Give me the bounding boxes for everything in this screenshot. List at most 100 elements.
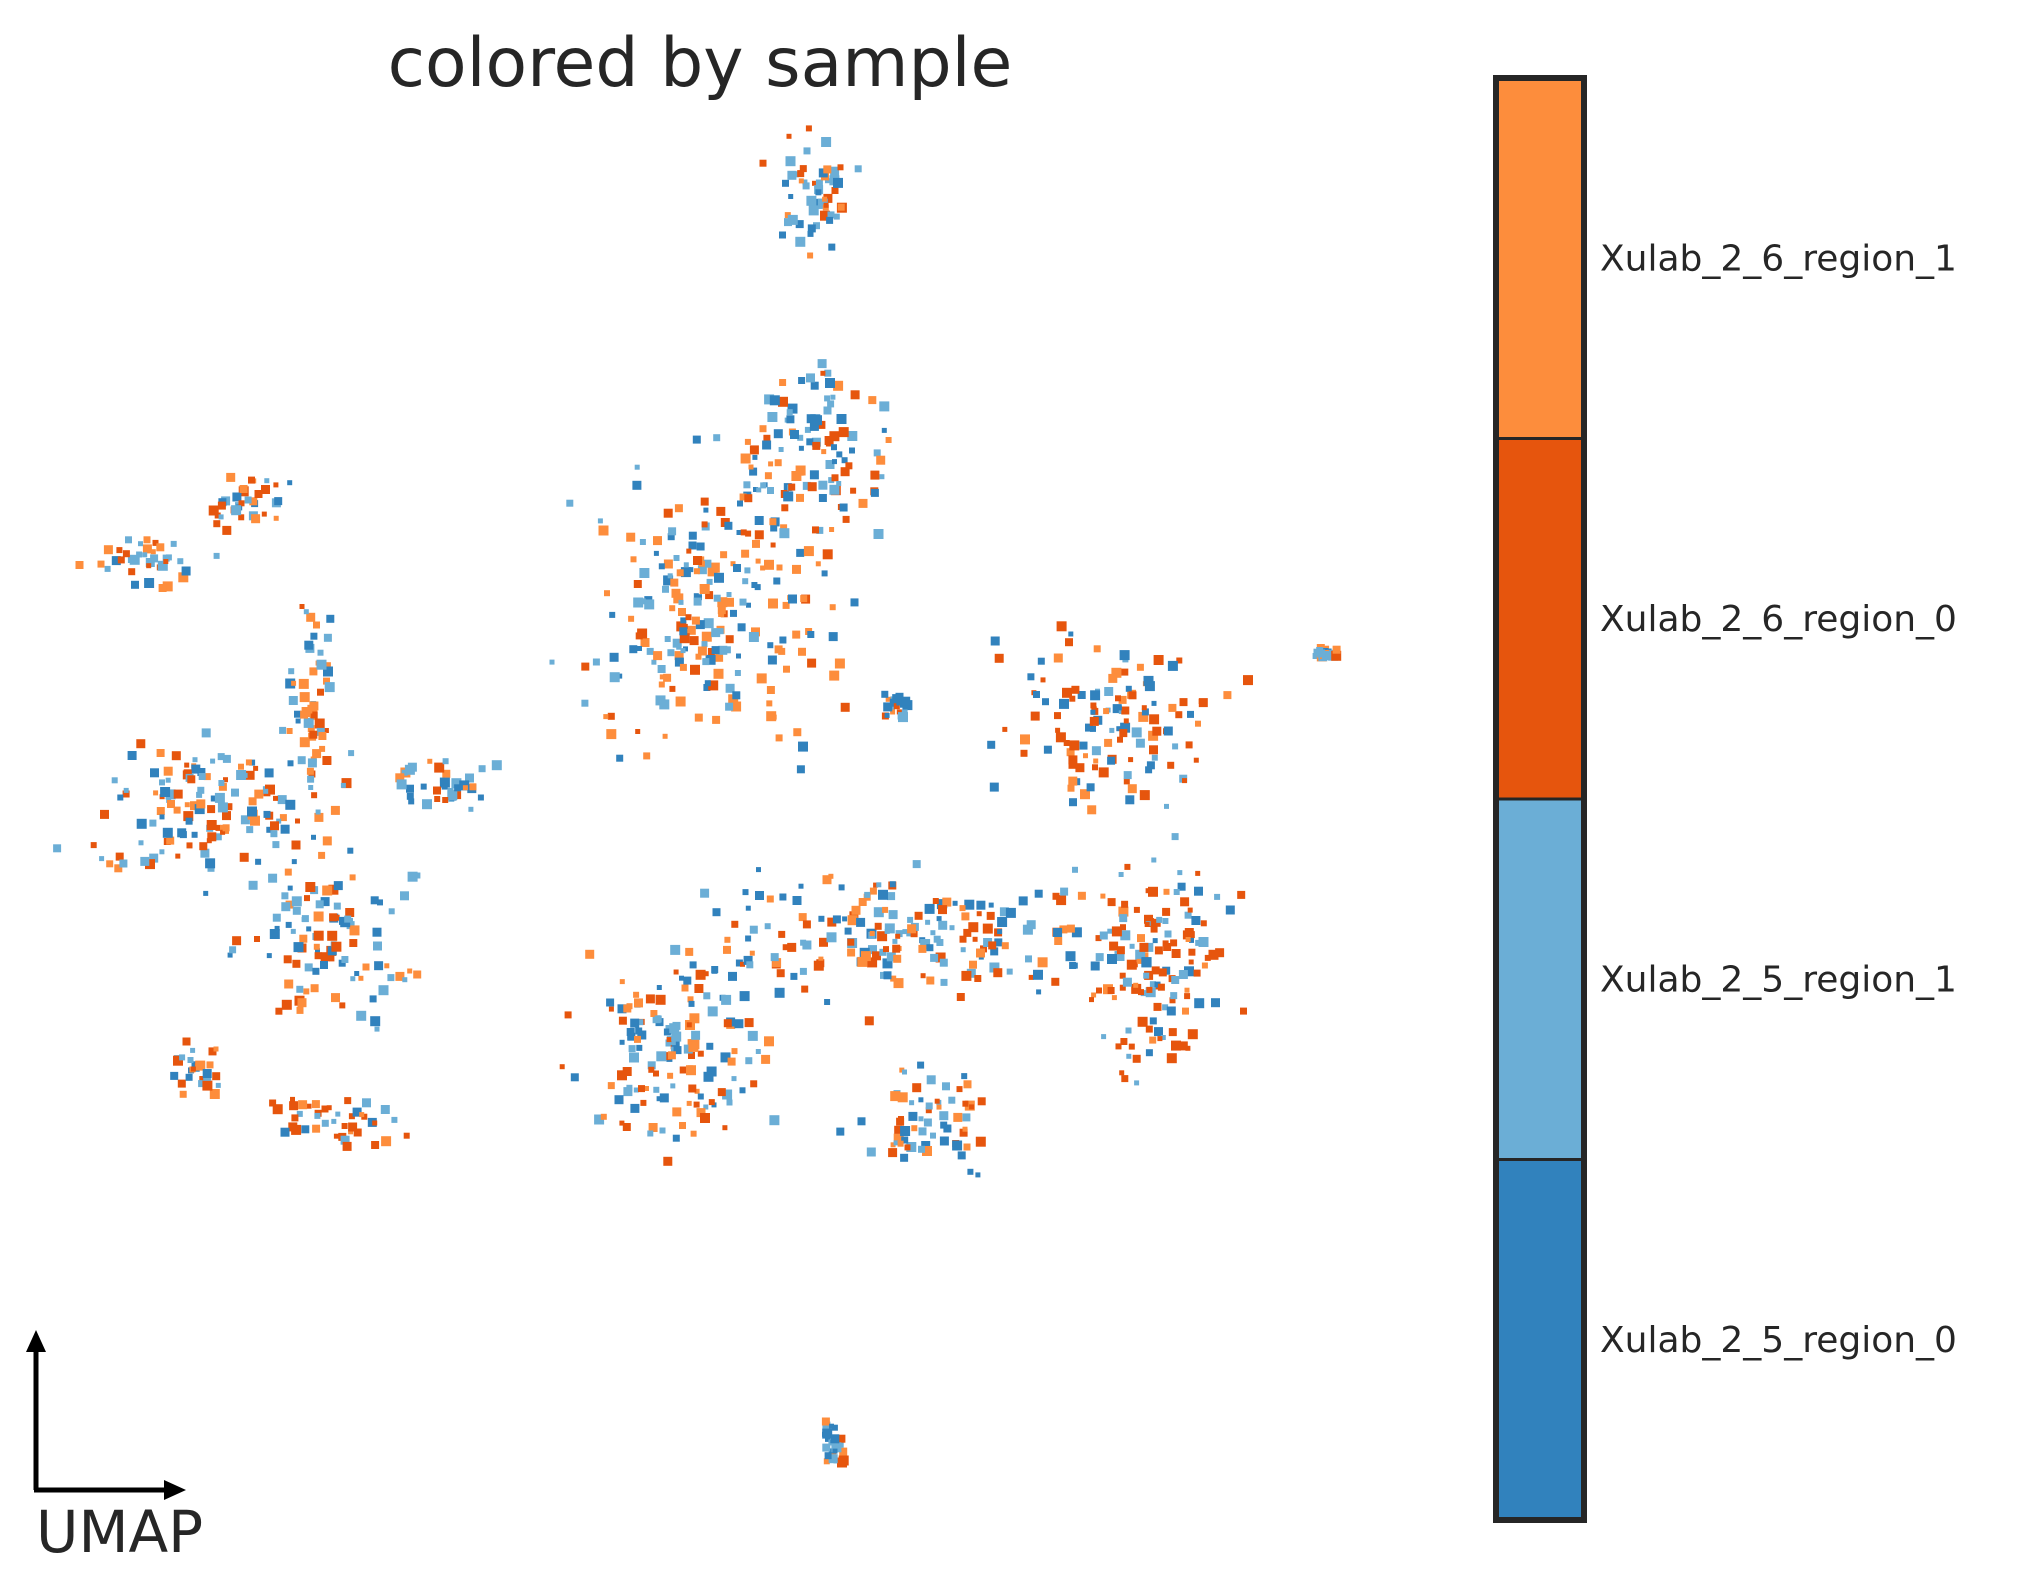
scatter-point: [764, 394, 775, 405]
scatter-point: [1080, 789, 1090, 800]
scatter-point: [828, 477, 835, 484]
scatter-point: [974, 975, 982, 982]
scatter-point: [725, 597, 734, 607]
scatter-point: [724, 936, 731, 943]
scatter-point: [165, 789, 176, 800]
scatter-point: [402, 977, 408, 983]
scatter-point: [910, 930, 918, 938]
scatter-point: [1034, 889, 1043, 898]
scatter-point: [1332, 645, 1341, 654]
scatter-point: [825, 460, 835, 469]
scatter-point: [842, 515, 850, 523]
scatter-point: [307, 758, 317, 768]
scatter-point: [673, 555, 680, 561]
scatter-point: [786, 409, 793, 416]
scatter-point: [764, 472, 772, 480]
scatter-point: [285, 921, 292, 928]
scatter-point: [656, 1096, 662, 1102]
scatter-point: [1054, 937, 1063, 945]
scatter-point: [791, 471, 802, 481]
scatter-point: [703, 559, 712, 568]
scatter-point: [850, 487, 857, 494]
scatter-point: [634, 998, 643, 1008]
scatter-point: [961, 970, 972, 981]
scatter-point: [720, 551, 728, 559]
scatter-point: [896, 700, 902, 706]
scatter-point: [1085, 723, 1093, 732]
scatter-point: [209, 1089, 220, 1099]
scatter-point: [1154, 946, 1163, 955]
scatter-point: [1079, 741, 1088, 750]
scatter-point: [320, 897, 330, 907]
scatter-point: [685, 947, 694, 956]
scatter-point: [198, 773, 206, 780]
scatter-point: [897, 1092, 908, 1103]
scatter-point: [818, 956, 824, 962]
scatter-point: [732, 691, 741, 700]
scatter-point: [1170, 939, 1178, 947]
scatter-point: [881, 427, 887, 433]
scatter-point: [217, 501, 226, 510]
scatter-point: [335, 1111, 341, 1117]
scatter-point: [203, 773, 211, 781]
scatter-point: [326, 1105, 332, 1111]
scatter-point: [926, 944, 934, 952]
scatter-point: [752, 454, 758, 460]
scatter-point: [918, 944, 927, 953]
scatter-point: [806, 195, 817, 206]
scatter-point: [1095, 935, 1102, 942]
scatter-point: [821, 570, 828, 577]
scatter-point: [860, 951, 871, 962]
scatter-point: [696, 594, 702, 601]
scatter-point: [341, 778, 352, 789]
scatter-point: [873, 907, 884, 918]
scatter-point: [622, 1067, 632, 1076]
scatter-point: [197, 786, 205, 794]
scatter-point: [170, 540, 177, 547]
scatter-point: [779, 231, 786, 239]
scatter-point: [1312, 653, 1319, 659]
scatter-point: [245, 770, 255, 780]
scatter-point: [956, 993, 965, 1001]
scatter-point: [680, 567, 691, 578]
scatter-point: [181, 566, 191, 576]
scatter-point: [718, 645, 728, 655]
scatter-point: [633, 580, 642, 588]
scatter-point: [716, 506, 726, 516]
scatter-point: [688, 1052, 695, 1059]
scatter-point: [406, 792, 414, 800]
scatter-point: [1056, 895, 1067, 906]
scatter-point: [656, 1051, 667, 1062]
scatter-point: [786, 133, 792, 139]
scatter-point: [881, 690, 889, 698]
scatter-point: [222, 754, 231, 763]
scatter-point: [837, 1457, 847, 1468]
scatter-point: [1160, 1035, 1166, 1040]
scatter-point: [703, 618, 714, 629]
scatter-point: [705, 591, 714, 600]
scatter-point: [227, 952, 233, 958]
scatter-point: [1317, 649, 1326, 658]
scatter-point: [751, 582, 758, 588]
scatter-point: [725, 683, 735, 693]
scatter-point: [748, 464, 754, 470]
scatter-point: [1223, 691, 1232, 700]
scatter-point: [340, 782, 346, 788]
scatter-point: [454, 784, 462, 792]
scatter-point: [136, 818, 147, 829]
scatter-point: [883, 946, 889, 953]
scatter-point: [866, 1147, 876, 1157]
scatter-point: [1104, 738, 1113, 747]
scatter-point: [623, 1087, 633, 1097]
scatter-point: [306, 926, 312, 932]
scatter-point: [912, 1083, 922, 1093]
scatter-point: [799, 165, 807, 173]
scatter-point: [717, 606, 726, 615]
scatter-point: [896, 1117, 905, 1126]
scatter-point: [883, 971, 892, 980]
scatter-point: [1185, 1045, 1191, 1051]
scatter-point: [831, 187, 839, 194]
scatter-point: [676, 621, 687, 632]
scatter-point: [1111, 926, 1122, 937]
scatter-point: [939, 958, 948, 967]
